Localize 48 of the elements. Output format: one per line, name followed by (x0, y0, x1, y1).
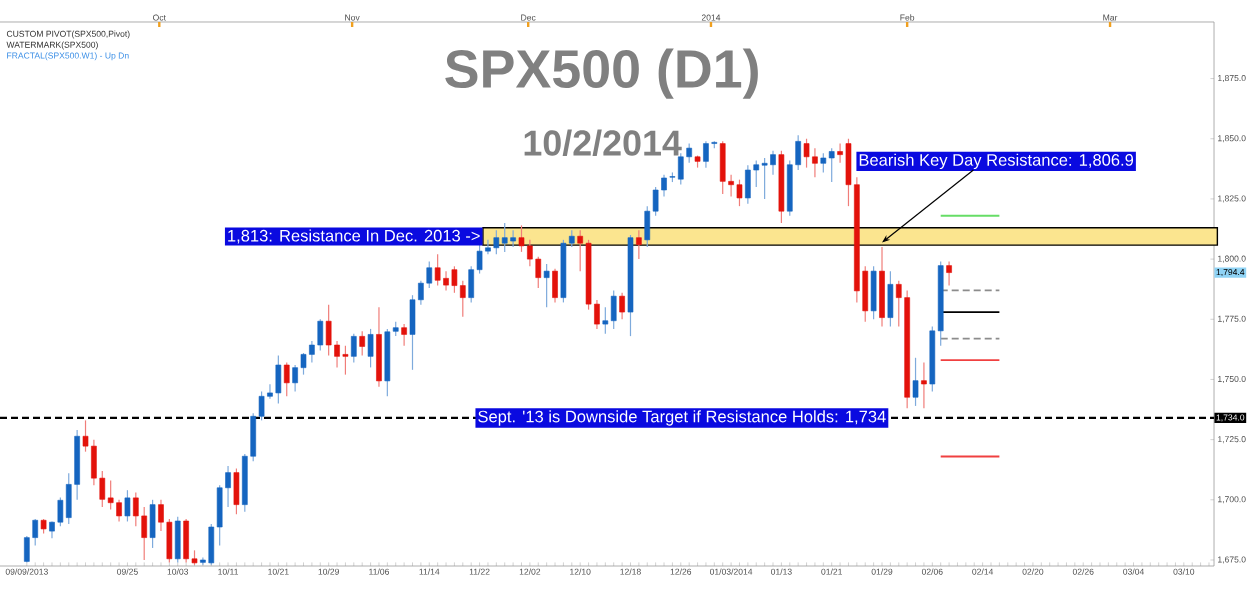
candlestick (803, 138, 810, 169)
candlestick (820, 152, 827, 174)
candlestick (887, 270, 894, 328)
candlestick (552, 268, 558, 304)
candlestick (107, 479, 114, 511)
candlestick (367, 328, 374, 369)
candlestick (946, 260, 952, 287)
candlestick (233, 467, 240, 515)
candlestick (921, 362, 927, 409)
candlestick (736, 179, 743, 207)
candlestick (828, 147, 835, 183)
candlestick (543, 263, 550, 308)
candlestick (879, 246, 885, 328)
candlestick (376, 306, 382, 388)
candlestick (870, 265, 877, 320)
text: 10/2/2014 (524, 129, 682, 157)
candlestick (342, 345, 349, 376)
candlestick (745, 164, 751, 205)
candlestick (636, 229, 642, 260)
candlestick (703, 140, 709, 169)
candlestick (493, 229, 500, 255)
band-label: 1,813: Resistance In Dec. 2013 -> (228, 229, 480, 244)
chart-title: SPX500 (D1) (445, 48, 758, 99)
candlestick (912, 357, 919, 407)
candlestick (434, 253, 441, 287)
candlestick (359, 330, 366, 356)
annotation: Bearish Key Day Resistance: 1,806.9 (859, 153, 1134, 170)
candlestick (325, 304, 332, 356)
candlestick (677, 152, 684, 186)
candlestick (149, 499, 156, 549)
candlestick (174, 516, 181, 563)
candlestick (116, 499, 122, 523)
candlestick (761, 157, 768, 200)
candlestick (300, 352, 307, 376)
candlestick (401, 323, 407, 347)
candlestick (124, 489, 131, 523)
candlestick (451, 265, 458, 294)
candlestick (518, 224, 525, 253)
candlestick (501, 222, 508, 253)
ref-line-label: Sept. '13 is Downside Target if Resistance Holds: 1,734 (478, 410, 886, 426)
candlestick (619, 292, 625, 320)
candlestick (610, 289, 617, 330)
candlestick (275, 354, 282, 405)
candlestick (283, 362, 290, 397)
candlestick (350, 333, 357, 364)
candlestick (719, 140, 726, 195)
candlestick (317, 318, 324, 352)
candlestick (510, 229, 516, 248)
